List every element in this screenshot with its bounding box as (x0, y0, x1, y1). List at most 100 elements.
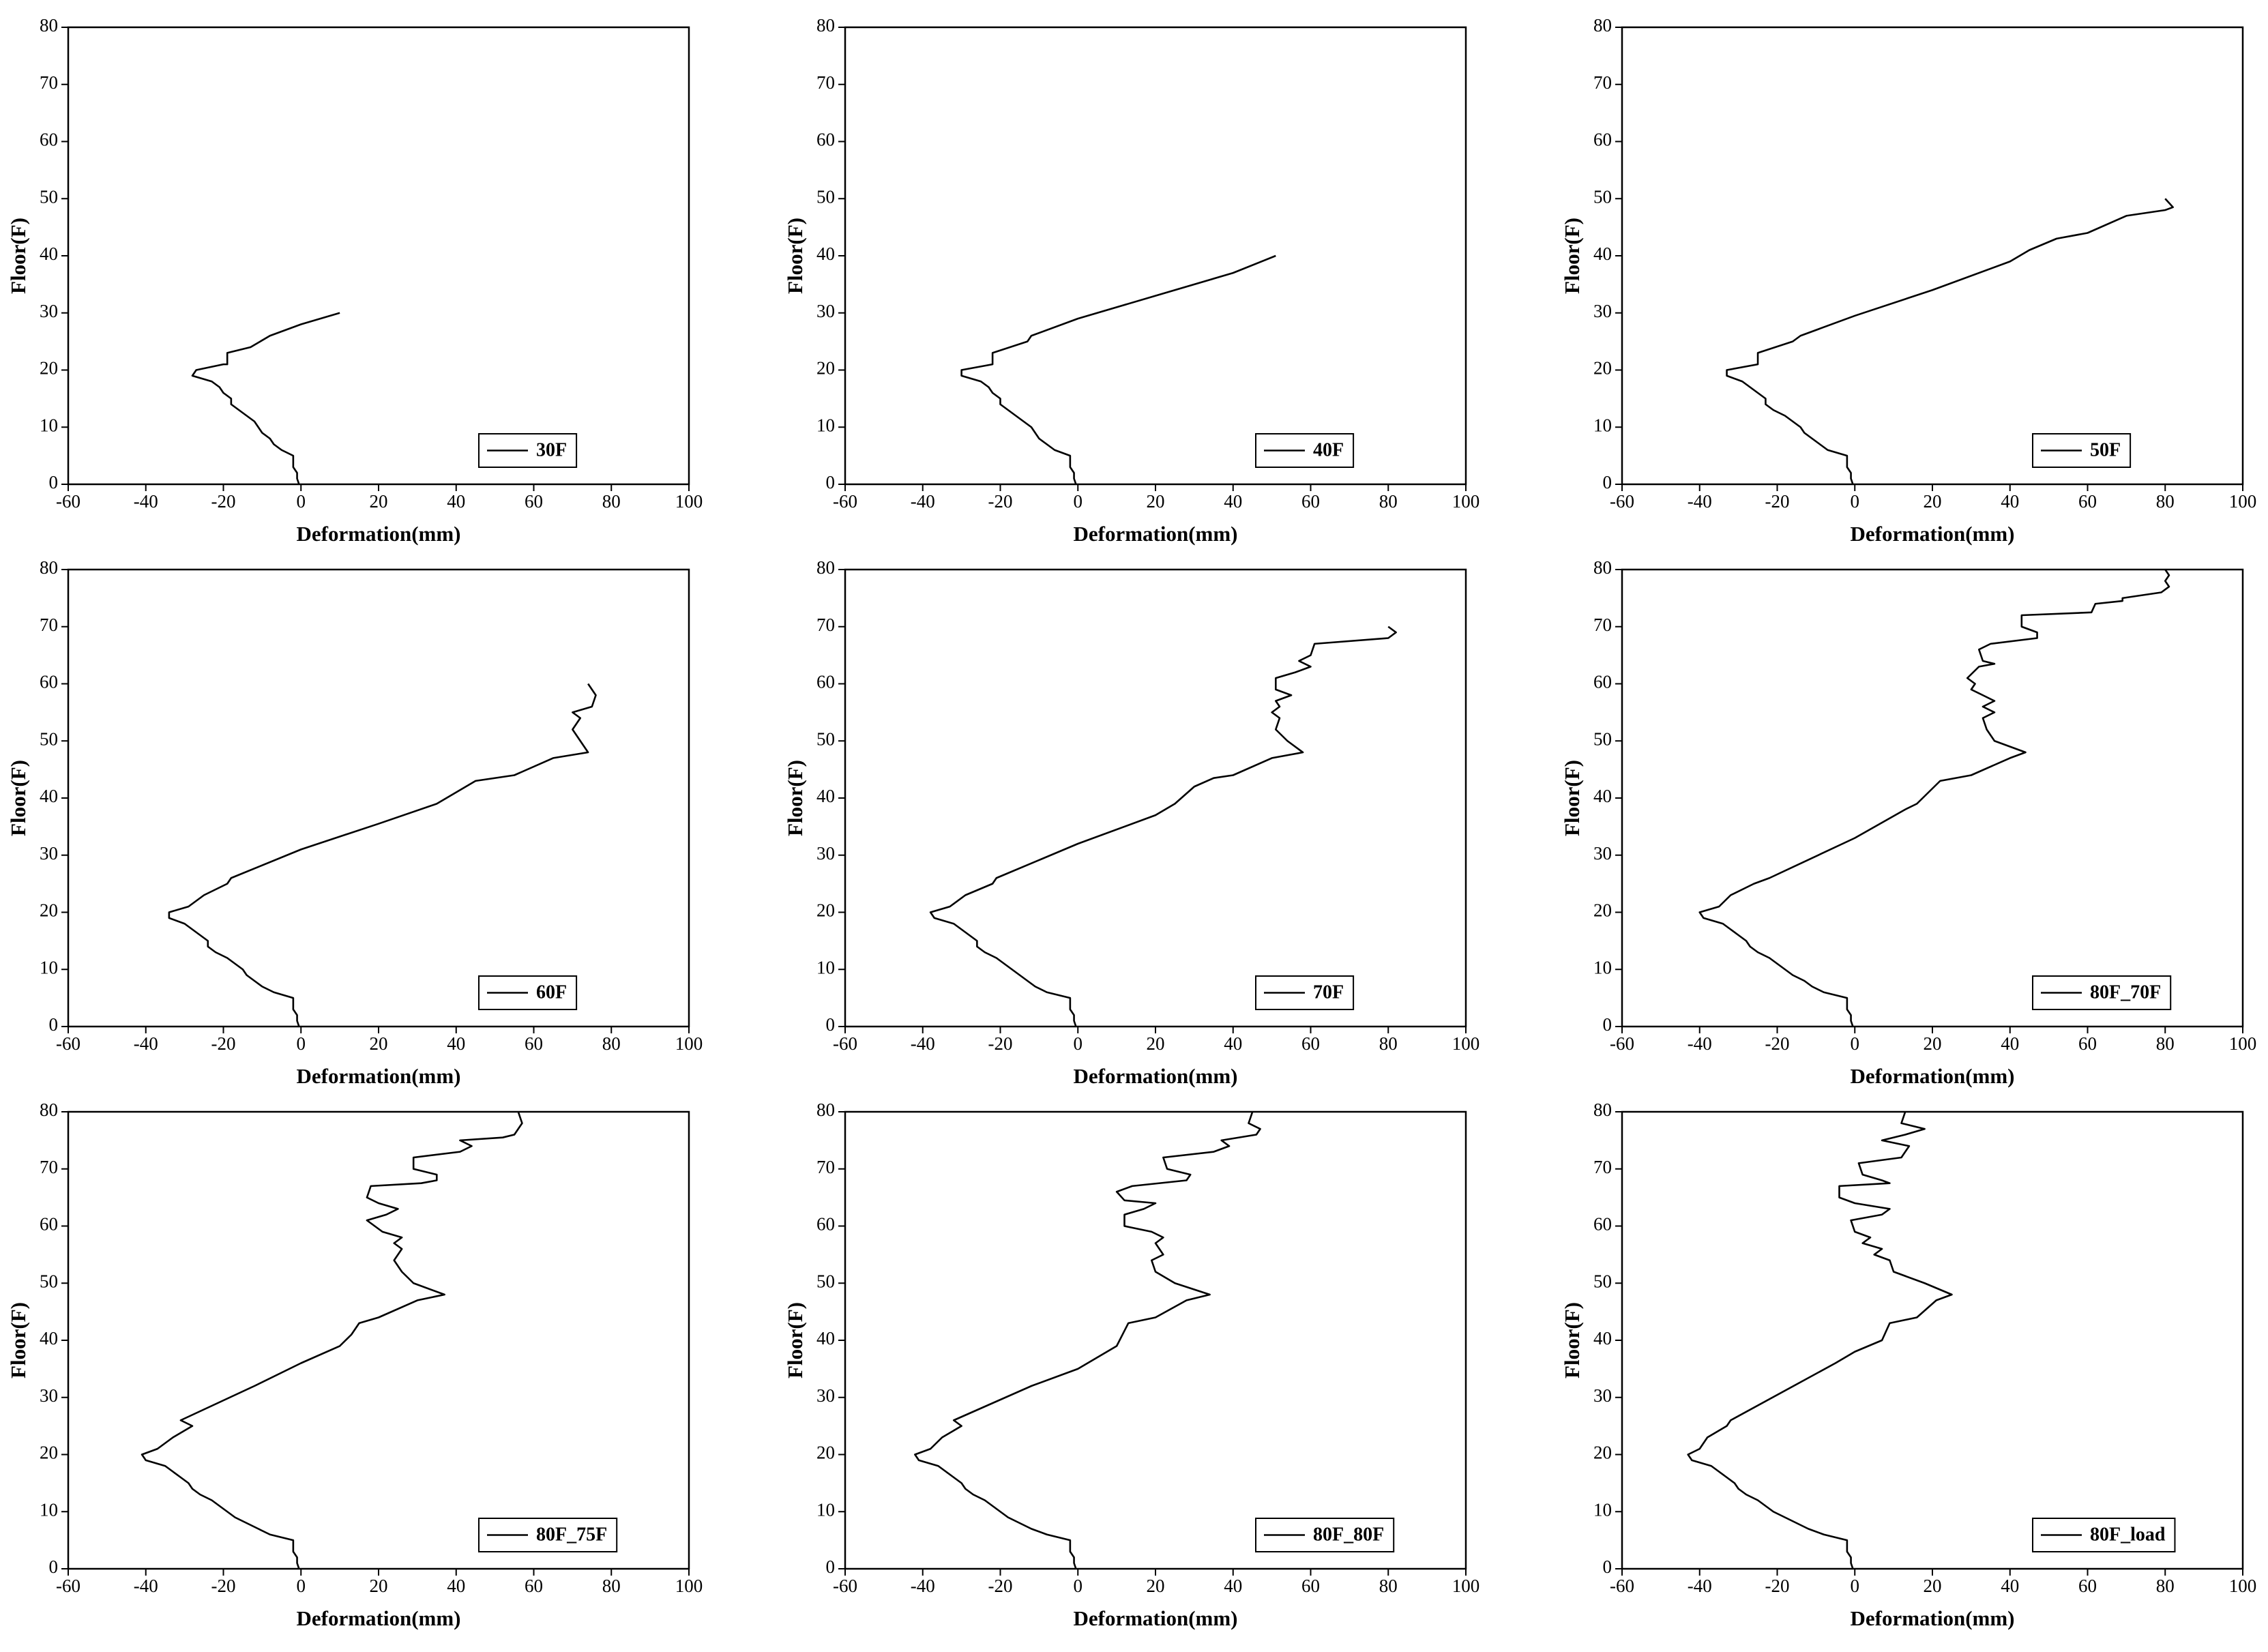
y-tick-label: 60 (1593, 672, 1612, 692)
y-tick-label: 30 (40, 301, 58, 321)
x-tick-label: -60 (56, 1033, 80, 1054)
panel: -60 -40 -20 0 20 40 60 80 100 0 10 20 30 40 50 60 70 80 De… (6, 557, 703, 1088)
x-tick-label: -20 (211, 491, 236, 512)
x-tick-label: 100 (1452, 1576, 1480, 1596)
x-tick-label: 60 (2078, 491, 2097, 512)
y-tick-label: 30 (1593, 843, 1612, 864)
y-axis-label: Floor(F) (1560, 1302, 1584, 1378)
y-tick-label: 10 (1593, 957, 1612, 977)
panel: -60 -40 -20 0 20 40 60 80 100 0 10 20 30 40 50 60 70 80 De… (783, 1100, 1479, 1630)
y-tick-label: 60 (1593, 1214, 1612, 1235)
y-tick-label: 30 (816, 843, 835, 864)
panel: -60 -40 -20 0 20 40 60 80 100 0 10 20 30 40 50 60 70 80 De… (783, 557, 1479, 1088)
legend-label: 70F (1313, 982, 1344, 1003)
y-tick-label: 20 (40, 900, 58, 921)
y-tick-label: 20 (816, 358, 835, 379)
y-tick-label: 70 (816, 615, 835, 635)
x-tick-label: -40 (911, 1033, 935, 1054)
y-tick-label: 60 (816, 672, 835, 692)
x-tick-label: -40 (1688, 1576, 1712, 1596)
y-tick-label: 80 (1593, 15, 1612, 35)
data-line (141, 1111, 523, 1569)
x-tick-label: 40 (1224, 1576, 1242, 1596)
y-tick-label: 0 (1603, 472, 1612, 492)
data-line (191, 312, 340, 485)
y-tick-label: 60 (816, 130, 835, 150)
plot-frame (67, 1110, 690, 1570)
x-tick-label: 0 (297, 491, 306, 512)
y-tick-label: 80 (1593, 557, 1612, 578)
x-tick-label: 20 (370, 1576, 388, 1596)
y-axis-label: Floor(F) (6, 760, 30, 836)
data-line (929, 625, 1397, 1027)
y-tick-label: 10 (816, 957, 835, 977)
x-tick-label: -60 (833, 491, 857, 512)
legend-label: 50F (2090, 439, 2121, 460)
plot-frame (1621, 1110, 2244, 1570)
y-tick-label: 70 (1593, 72, 1612, 93)
legend-label: 80F_load (2090, 1524, 2166, 1545)
y-tick-label: 20 (816, 1443, 835, 1463)
y-tick-label: 60 (1593, 130, 1612, 150)
x-tick-label: 0 (297, 1033, 306, 1054)
y-tick-label: 70 (816, 72, 835, 93)
plot-frame (844, 26, 1467, 486)
x-tick-label: 80 (2156, 1033, 2175, 1054)
x-tick-label: 100 (2229, 1033, 2257, 1054)
x-tick-label: 100 (2229, 491, 2257, 512)
x-axis-label: Deformation(mm) (296, 522, 460, 546)
x-tick-label: -60 (56, 1576, 80, 1596)
y-tick-label: 50 (816, 728, 835, 749)
x-tick-label: 20 (370, 1033, 388, 1054)
y-tick-label: 40 (1593, 1328, 1612, 1348)
data-line (1687, 1111, 1953, 1569)
x-tick-label: -40 (911, 491, 935, 512)
data-line (1698, 569, 2170, 1027)
x-tick-label: 60 (1301, 1576, 1320, 1596)
x-tick-label: -40 (1688, 1033, 1712, 1054)
y-tick-label: 80 (40, 1100, 58, 1120)
x-tick-label: 20 (1924, 491, 1942, 512)
x-tick-label: 100 (675, 1033, 703, 1054)
x-tick-label: 60 (525, 1033, 543, 1054)
x-tick-label: 80 (2156, 1576, 2175, 1596)
y-tick-label: 0 (826, 1014, 836, 1035)
x-axis-label: Deformation(mm) (1073, 1064, 1237, 1088)
x-tick-label: 40 (1224, 1033, 1242, 1054)
y-tick-label: 30 (816, 301, 835, 321)
y-tick-label: 40 (816, 244, 835, 264)
x-tick-label: 80 (1379, 1576, 1398, 1596)
y-tick-label: 50 (40, 728, 58, 749)
x-tick-label: 40 (2001, 491, 2019, 512)
y-tick-label: 20 (1593, 900, 1612, 921)
data-line (960, 254, 1276, 485)
x-tick-label: -20 (211, 1033, 236, 1054)
y-axis-label: Floor(F) (1560, 218, 1584, 294)
x-tick-label: 60 (525, 491, 543, 512)
y-tick-label: 20 (40, 1443, 58, 1463)
y-tick-label: 20 (1593, 1443, 1612, 1463)
panel: -60 -40 -20 0 20 40 60 80 100 0 10 20 30 40 50 60 70 80 De… (6, 1100, 703, 1630)
y-tick-label: 10 (40, 957, 58, 977)
y-tick-label: 40 (816, 1328, 835, 1348)
x-tick-label: 40 (447, 1576, 465, 1596)
data-line (1726, 198, 2174, 485)
data-line (914, 1111, 1261, 1569)
y-tick-label: 0 (49, 1557, 59, 1577)
y-tick-label: 80 (816, 557, 835, 578)
y-tick-label: 0 (826, 472, 836, 492)
y-tick-label: 50 (1593, 728, 1612, 749)
y-tick-label: 60 (40, 1214, 58, 1235)
x-tick-label: -40 (911, 1576, 935, 1596)
x-tick-label: 0 (297, 1576, 306, 1596)
panel: -60 -40 -20 0 20 40 60 80 100 0 10 20 30 40 50 60 70 80 De… (1560, 1100, 2256, 1630)
plot-frame (844, 568, 1467, 1028)
y-tick-label: 0 (1603, 1014, 1612, 1035)
y-tick-label: 10 (1593, 1499, 1612, 1520)
x-tick-label: 40 (447, 491, 465, 512)
y-tick-label: 10 (40, 415, 58, 435)
x-tick-label: -40 (1688, 491, 1712, 512)
x-tick-label: 40 (1224, 491, 1242, 512)
plot-frame (844, 1110, 1467, 1570)
